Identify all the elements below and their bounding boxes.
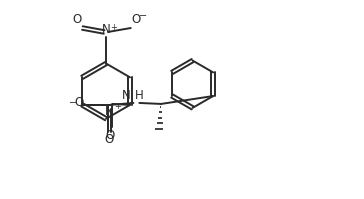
Text: N: N <box>105 105 114 118</box>
Text: +: + <box>114 102 121 111</box>
Text: O: O <box>132 13 141 26</box>
Text: N: N <box>122 89 130 102</box>
Text: −: − <box>68 98 77 108</box>
Text: O: O <box>105 133 114 145</box>
Text: H: H <box>134 89 143 102</box>
Text: O: O <box>105 129 114 141</box>
Text: N: N <box>102 23 110 36</box>
Text: −: − <box>139 11 147 21</box>
Text: O: O <box>74 97 84 109</box>
Text: +: + <box>111 23 117 32</box>
Text: O: O <box>72 13 82 26</box>
